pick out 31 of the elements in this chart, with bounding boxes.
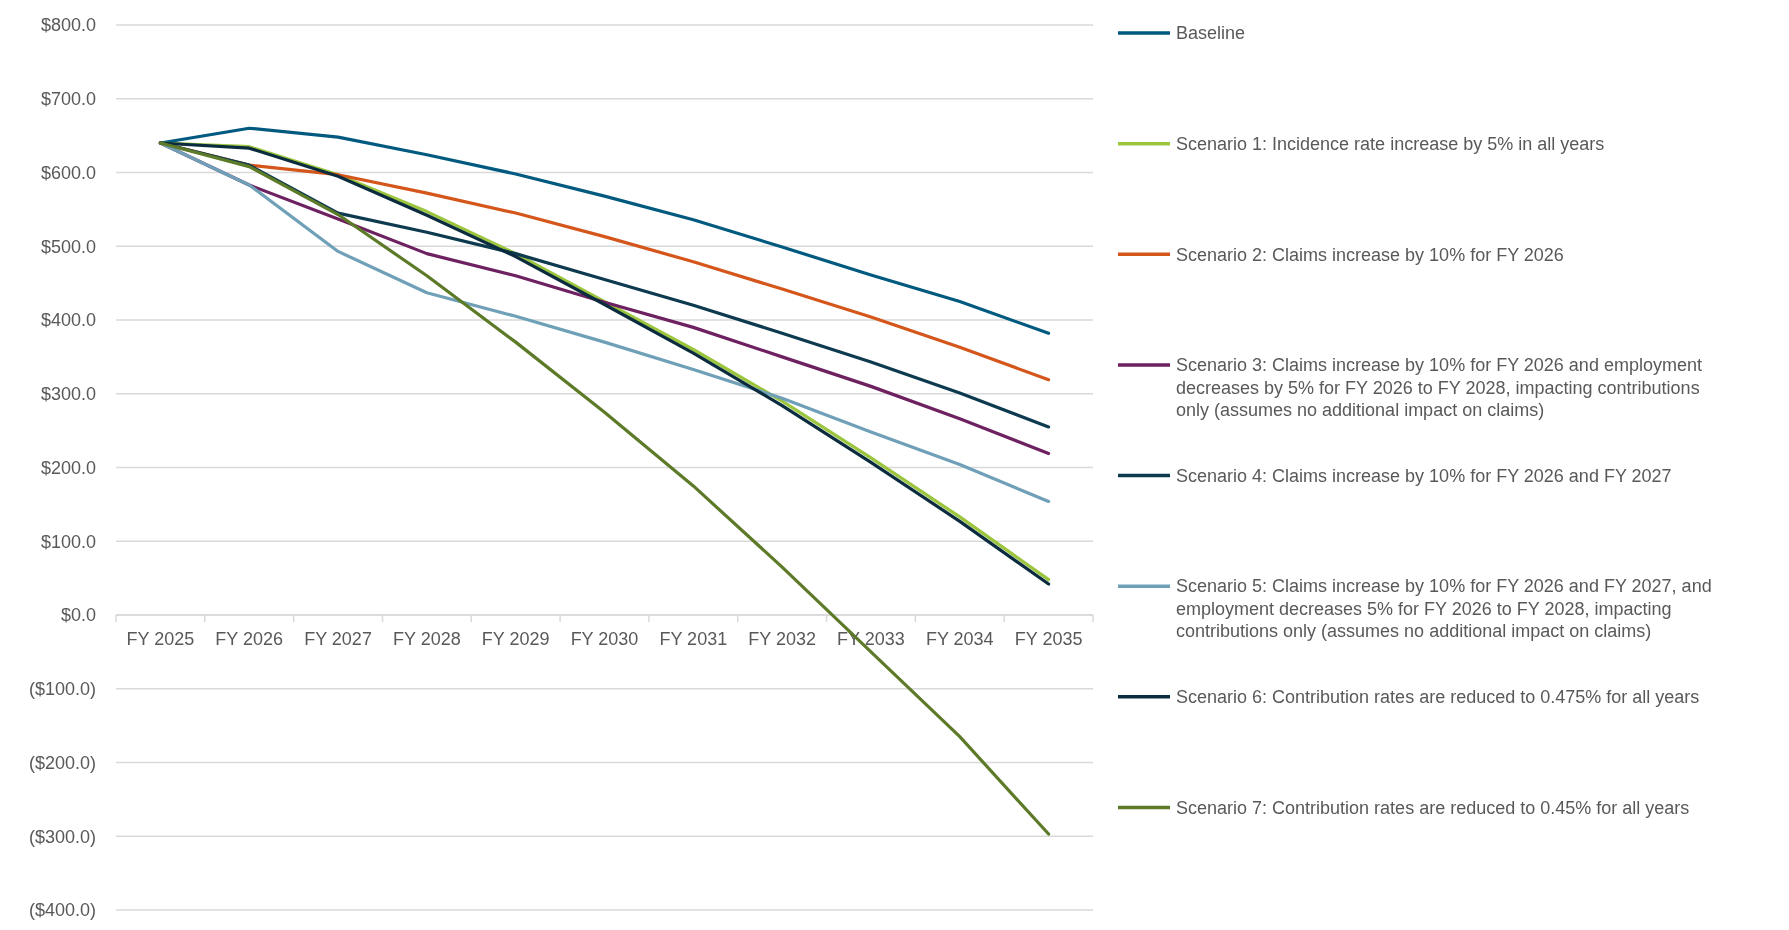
x-tick-label: FY 2028 [393,629,461,649]
y-tick-label: $0.0 [60,605,96,626]
x-tick-label: FY 2032 [748,629,816,649]
y-tick-label: ($200.0) [28,752,96,773]
x-tick-label: FY 2025 [126,629,195,649]
x-tick-label: FY 2034 [925,629,994,649]
legend-label: Scenario 2: Claims increase by 10% for FY 2026 [1176,244,1564,265]
legend-label: Scenario 1: Incidence rate increase by 5% in all years [1176,133,1605,154]
legend-label: Baseline [1176,23,1246,44]
y-tick-label: $400.0 [40,310,96,331]
x-tick-label: FY 2029 [481,629,550,649]
x-tick-label: FY 2035 [1014,629,1083,649]
legend-label: Scenario 4: Claims increase by 10% for FY 2026 and FY 2027 [1176,465,1672,486]
legend-label: Scenario 3: Claims increase by 10% for FY 2026 and employment decreases by 5% for FY 2026 to FY 2028, impacting contributions only (assumes no additional impact on claims) [1176,355,1702,421]
y-tick-label: $500.0 [40,236,96,257]
y-tick-label: $600.0 [40,162,96,183]
x-tick-label: FY 2026 [215,629,284,649]
y-tick-label: $100.0 [40,531,96,552]
legend-label: Scenario 7: Contribution rates are reduced to 0.45% for all years [1176,797,1690,818]
y-tick-label: $200.0 [40,457,96,478]
y-tick-label: ($400.0) [28,900,96,921]
y-tick-label: ($300.0) [28,826,96,847]
y-tick-label: $300.0 [40,384,96,405]
x-tick-label: FY 2030 [570,629,639,649]
y-tick-label: $800.0 [40,15,96,36]
x-tick-label: FY 2027 [304,629,372,649]
legend-label: Scenario 6: Contribution rates are reduced to 0.475% for all years [1176,687,1700,708]
y-tick-label: $700.0 [40,89,96,110]
y-tick-label: ($100.0) [28,679,96,700]
x-tick-label: FY 2031 [659,629,728,649]
legend-label: Scenario 5: Claims increase by 10% for FY 2026 and FY 2027, and employment decreases 5% for FY 2026 to FY 2028, impacting contributions only (assumes no additional impact on claims) [1176,576,1712,642]
